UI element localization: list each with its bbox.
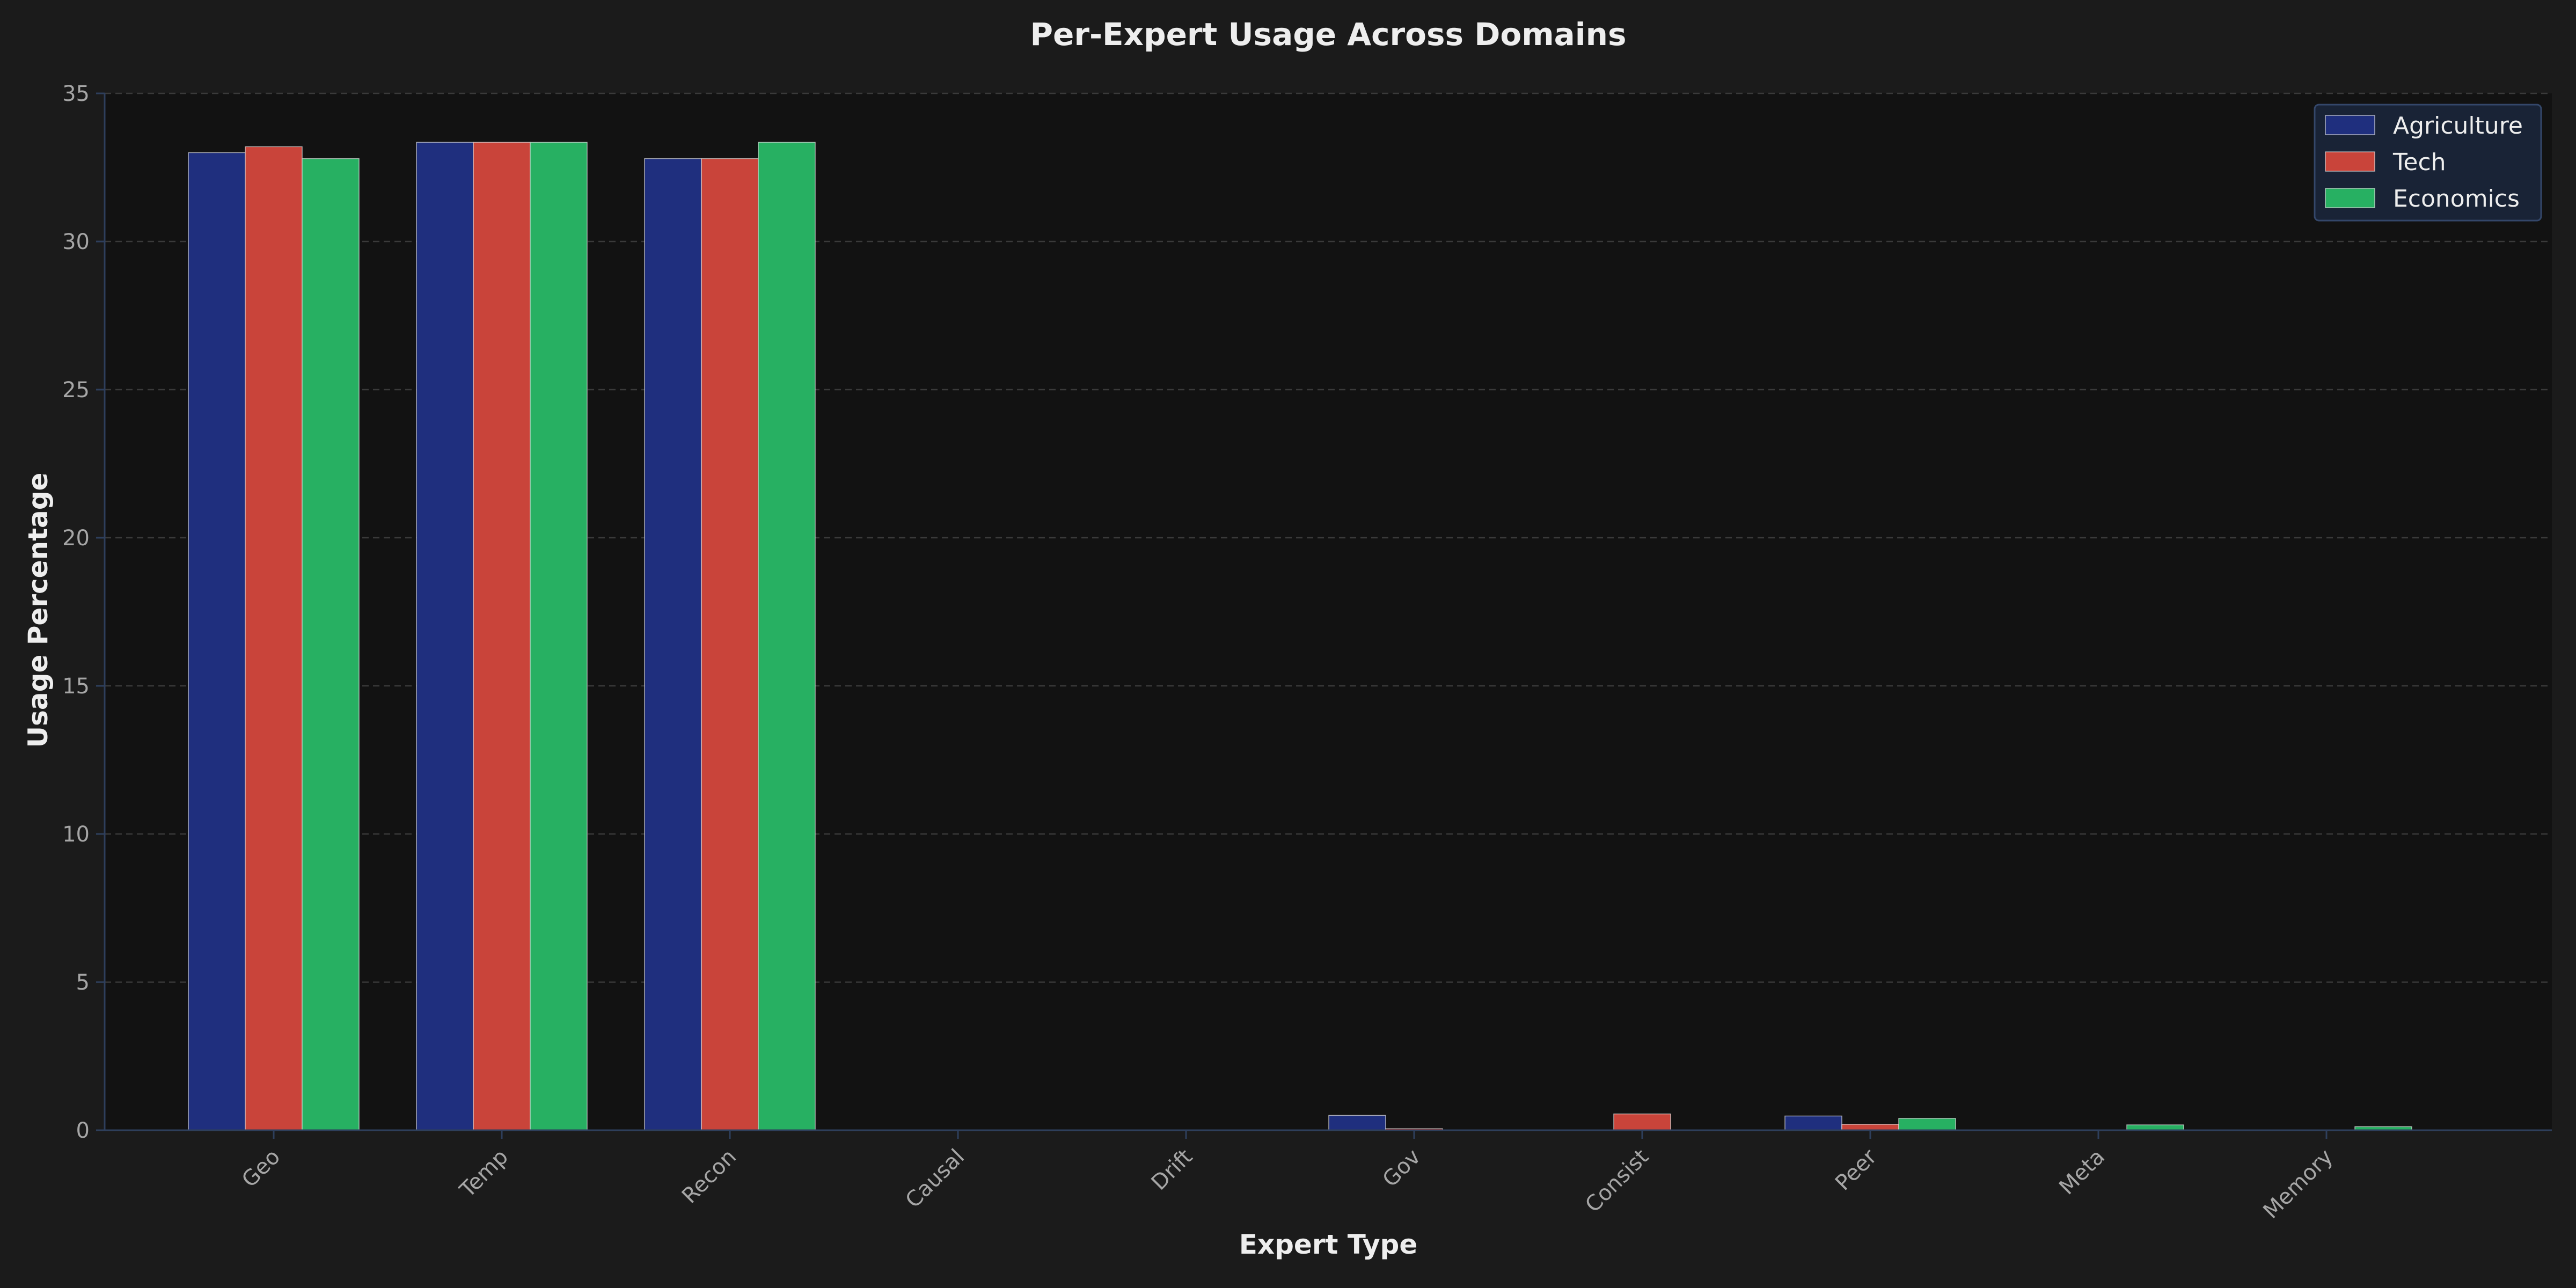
bar-agriculture-geo	[188, 152, 246, 1131]
legend-label-economics: Economics	[2393, 185, 2520, 213]
bar-tech-consist	[1613, 1113, 1671, 1131]
x-tick-label: Temp	[455, 1145, 513, 1203]
x-tick-label: Causal	[901, 1145, 969, 1213]
legend-label-agriculture: Agriculture	[2393, 112, 2523, 140]
x-tick-label: Meta	[2054, 1145, 2110, 1200]
x-tick-label: Memory	[2259, 1145, 2338, 1224]
x-tick-label: Peer	[1831, 1144, 1882, 1195]
x-tick-labels: Geo Temp Recon Causal Drift Gov Consist Peer Met…	[237, 1130, 2338, 1224]
y-tick-label: 0	[76, 1118, 90, 1143]
legend-swatch-tech	[2325, 151, 2375, 172]
y-tick-label: 20	[62, 526, 90, 551]
bar-economics-geo	[302, 158, 360, 1131]
y-tick-label: 30	[62, 230, 90, 254]
bar-tech-recon	[701, 158, 759, 1131]
legend: Agriculture Tech Economics	[2314, 104, 2542, 222]
legend-label-tech: Tech	[2392, 149, 2446, 176]
bar-economics-recon	[758, 142, 816, 1131]
y-tick-labels: 0 5 10 15 20 25 30 35	[62, 82, 105, 1143]
y-tick-label: 10	[62, 822, 90, 847]
y-tick-label: 25	[62, 378, 90, 402]
x-tick-label: Consist	[1580, 1145, 1653, 1218]
axes	[104, 93, 2552, 1131]
bar-agriculture-temp	[416, 142, 474, 1131]
bar-agriculture-recon	[644, 158, 702, 1131]
bar-tech-geo	[245, 146, 303, 1131]
y-tick-label: 5	[76, 970, 90, 995]
y-tick-label: 35	[62, 82, 90, 106]
bar-agriculture-gov	[1328, 1115, 1386, 1131]
x-tick-label: Recon	[677, 1145, 741, 1209]
chart-title: Per-Expert Usage Across Domains	[1030, 16, 1627, 53]
x-tick-label: Gov	[1378, 1145, 1425, 1192]
bar-economics-peer	[1898, 1118, 1956, 1131]
y-tick-label: 15	[62, 674, 90, 699]
x-axis-label: Expert Type	[1239, 1229, 1418, 1260]
bar-economics-temp	[530, 142, 588, 1131]
y-axis-label: Usage Percentage	[23, 473, 54, 748]
x-tick-label: Geo	[237, 1145, 285, 1192]
x-tick-label: Drift	[1147, 1145, 1197, 1195]
legend-swatch-agriculture	[2325, 115, 2375, 135]
bar-tech-temp	[473, 142, 531, 1131]
legend-swatch-economics	[2325, 188, 2375, 208]
bar-tech-peer	[1841, 1124, 1899, 1131]
bar-agriculture-peer	[1784, 1115, 1842, 1131]
